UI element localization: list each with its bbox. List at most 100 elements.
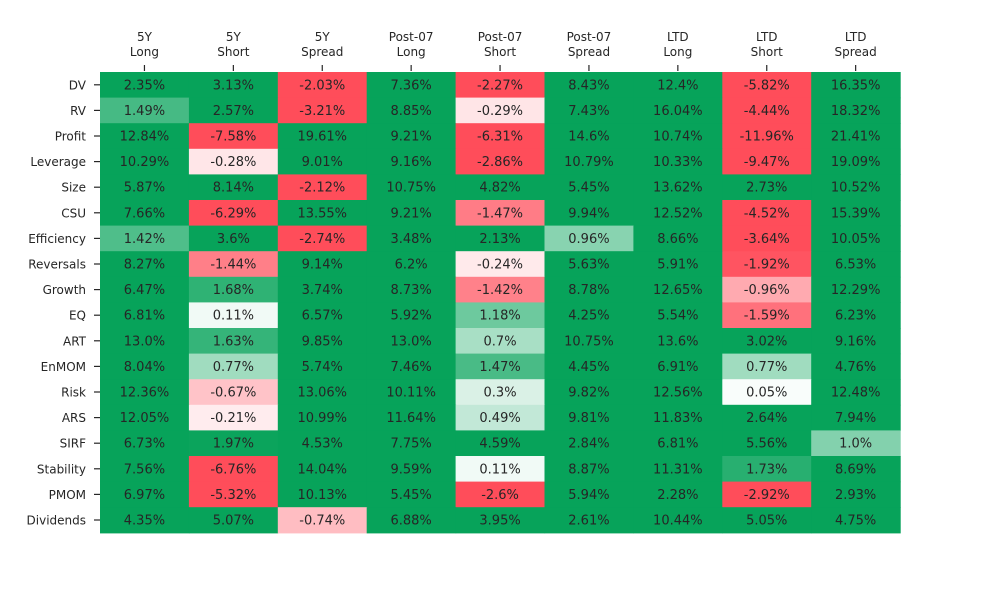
cell-value-label: 8.73% bbox=[390, 283, 431, 298]
heatmap-cell bbox=[100, 404, 190, 431]
row-tick-label: Risk bbox=[61, 386, 86, 400]
heatmap-cell bbox=[277, 302, 368, 329]
heatmap-cell bbox=[811, 456, 901, 483]
cell-value-label: -3.21% bbox=[299, 104, 345, 119]
cell-value-label: 1.49% bbox=[124, 104, 165, 119]
heatmap-cell bbox=[811, 481, 901, 508]
heatmap-cell bbox=[188, 123, 279, 150]
cell-value-label: 3.74% bbox=[302, 283, 343, 298]
heatmap-cell bbox=[455, 353, 546, 380]
cell-value-label: 1.42% bbox=[124, 232, 165, 247]
cell-value-label: 4.59% bbox=[479, 437, 520, 452]
cell-value-label: -3.64% bbox=[744, 232, 790, 247]
heatmap-cell bbox=[100, 148, 190, 175]
heatmap-cell bbox=[277, 123, 368, 150]
cell-value-label: 11.64% bbox=[386, 411, 436, 426]
row-tick-label: SIRF bbox=[60, 437, 86, 451]
heatmap-cell bbox=[544, 328, 634, 355]
cell-value-label: 10.13% bbox=[297, 488, 347, 503]
heatmap-cell bbox=[277, 174, 368, 201]
row-tick-label: Size bbox=[61, 181, 86, 195]
heatmap-cell bbox=[722, 430, 812, 457]
heatmap-cell bbox=[100, 507, 190, 534]
cell-value-label: -0.28% bbox=[210, 155, 256, 170]
cell-value-label: -2.6% bbox=[481, 488, 519, 503]
heatmap-cell bbox=[366, 456, 457, 483]
cell-value-label: 0.11% bbox=[479, 462, 520, 477]
heatmap-cell bbox=[633, 507, 723, 534]
heatmap-cell bbox=[100, 200, 190, 227]
cell-value-label: 2.64% bbox=[746, 411, 787, 426]
heatmap-cell bbox=[100, 123, 190, 150]
cell-value-label: -0.74% bbox=[299, 514, 345, 529]
heatmap-cell bbox=[277, 507, 368, 534]
heatmap-cell bbox=[455, 148, 546, 175]
cell-value-label: 6.91% bbox=[657, 360, 698, 375]
row-tick-labels: DV RV Profit Leverage Size CSU Efficiency Rever… bbox=[27, 78, 100, 528]
heatmap-cell bbox=[811, 251, 901, 278]
cell-value-label: 1.68% bbox=[213, 283, 254, 298]
column-tick-label: Short bbox=[217, 45, 249, 59]
cell-value-label: -5.82% bbox=[744, 78, 790, 93]
heatmap-cell bbox=[544, 379, 634, 406]
column-tick-label: 5Y bbox=[137, 30, 153, 44]
heatmap-cell bbox=[633, 225, 723, 252]
heatmap-cell bbox=[544, 174, 634, 201]
heatmap-cell bbox=[544, 404, 634, 431]
heatmap-cell bbox=[633, 456, 723, 483]
heatmap-cell bbox=[277, 430, 368, 457]
column-tick-label: Spread bbox=[568, 45, 610, 59]
cell-value-label: 2.84% bbox=[568, 437, 609, 452]
cell-value-label: 7.66% bbox=[124, 206, 165, 221]
column-tick-label: Spread bbox=[301, 45, 343, 59]
cell-value-label: 2.35% bbox=[124, 78, 165, 93]
heatmap-cell bbox=[277, 328, 368, 355]
heatmap-cell bbox=[277, 72, 368, 99]
cell-value-label: 0.77% bbox=[746, 360, 787, 375]
cell-value-label: 8.04% bbox=[124, 360, 165, 375]
cell-value-label: -0.29% bbox=[477, 104, 523, 119]
cell-value-label: 19.09% bbox=[831, 155, 881, 170]
column-tick-label: LTD bbox=[756, 30, 778, 44]
cell-value-label: 9.59% bbox=[390, 462, 431, 477]
cell-value-label: -7.58% bbox=[210, 130, 256, 145]
cell-value-label: 5.05% bbox=[746, 514, 787, 529]
cell-value-label: 12.36% bbox=[120, 386, 170, 401]
heatmap-cell bbox=[811, 174, 901, 201]
cell-value-label: 7.36% bbox=[390, 78, 431, 93]
heatmap-cell bbox=[633, 276, 723, 303]
heatmap-cell bbox=[100, 430, 190, 457]
cell-value-label: 10.75% bbox=[386, 181, 436, 196]
heatmap-cell bbox=[277, 456, 368, 483]
cell-value-label: 12.29% bbox=[831, 283, 881, 298]
cell-value-label: 0.7% bbox=[484, 334, 517, 349]
cell-value-label: 1.47% bbox=[479, 360, 520, 375]
heatmap-cell bbox=[366, 353, 457, 380]
cell-value-label: 9.16% bbox=[835, 334, 876, 349]
cell-value-label: 2.93% bbox=[835, 488, 876, 503]
heatmap-cell bbox=[811, 276, 901, 303]
cell-value-label: 7.56% bbox=[124, 462, 165, 477]
heatmap-cell bbox=[366, 72, 457, 99]
heatmap-cell bbox=[633, 404, 723, 431]
heatmap-cell bbox=[544, 353, 634, 380]
cell-value-label: 9.16% bbox=[390, 155, 431, 170]
cell-value-label: 6.47% bbox=[124, 283, 165, 298]
heatmap-cell bbox=[811, 302, 901, 329]
cell-value-label: 6.57% bbox=[302, 309, 343, 324]
cell-value-label: 8.87% bbox=[568, 462, 609, 477]
cell-value-label: 6.88% bbox=[390, 514, 431, 529]
cell-value-label: 0.49% bbox=[479, 411, 520, 426]
cell-value-label: 13.6% bbox=[657, 334, 698, 349]
heatmap-cell bbox=[188, 379, 279, 406]
row-tick-label: EQ bbox=[69, 309, 86, 323]
cell-value-label: 5.56% bbox=[746, 437, 787, 452]
cell-value-label: 3.02% bbox=[746, 334, 787, 349]
cell-value-label: 8.85% bbox=[390, 104, 431, 119]
heatmap-cell bbox=[277, 353, 368, 380]
cell-value-label: 4.53% bbox=[302, 437, 343, 452]
heatmap-cell bbox=[811, 200, 901, 227]
cell-value-label: 4.75% bbox=[835, 514, 876, 529]
heatmap-cell bbox=[633, 123, 723, 150]
